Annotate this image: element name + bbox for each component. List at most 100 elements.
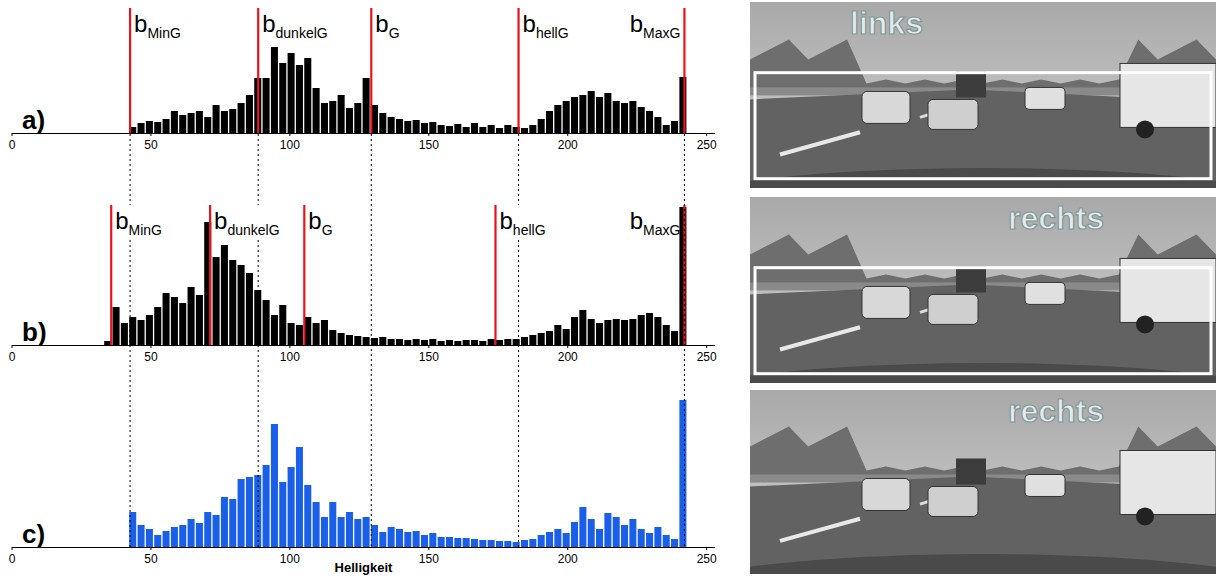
bar (196, 111, 203, 133)
bar (146, 121, 153, 133)
threshold-line (209, 205, 211, 345)
bar (638, 107, 645, 133)
bar (371, 525, 378, 547)
photo (750, 2, 1216, 188)
bar (421, 340, 428, 345)
bar (296, 447, 303, 547)
bar (429, 533, 436, 547)
bar (313, 88, 320, 133)
x-axis-line (12, 547, 715, 548)
panel-label: b) (22, 317, 47, 347)
bar (279, 305, 286, 345)
bar (379, 337, 386, 345)
bar (613, 517, 620, 547)
bar (629, 319, 636, 345)
bar (154, 535, 161, 547)
x-tick-label: 100 (280, 552, 300, 566)
panel: 050100150200250c)Helligkeit (9, 400, 717, 575)
bars (129, 400, 686, 547)
x-tick-label: 0 (9, 552, 16, 566)
threshold-label: bdunkelG (262, 10, 328, 41)
photo (750, 197, 1216, 383)
threshold-line (110, 205, 112, 345)
x-axis-line (12, 133, 715, 134)
car (1025, 282, 1065, 304)
wheel (1136, 315, 1154, 333)
threshold-label-main: b (262, 10, 275, 37)
bar (604, 93, 611, 133)
bar (104, 547, 111, 548)
bar (388, 117, 395, 133)
threshold-label: bhellG (499, 207, 545, 238)
bar (496, 340, 503, 345)
bar (521, 337, 528, 345)
bar (204, 512, 211, 547)
car (862, 478, 910, 510)
threshold-label-main: b (214, 207, 227, 234)
x-tick (428, 547, 429, 550)
panel-label: a) (22, 105, 45, 135)
bar (529, 125, 536, 133)
bar (229, 499, 236, 547)
bar (463, 538, 470, 547)
bar (288, 323, 295, 345)
threshold-label: bMaxG (630, 207, 681, 238)
bar (504, 541, 511, 547)
bar (646, 111, 653, 133)
bar (138, 525, 145, 547)
bar (404, 340, 411, 345)
bar (546, 331, 553, 345)
bar (471, 123, 478, 133)
x-tick (12, 133, 13, 136)
threshold-line (683, 8, 685, 133)
car (1025, 474, 1065, 496)
bar (679, 400, 686, 547)
bar (246, 477, 253, 547)
threshold-projection (258, 134, 259, 547)
threshold-label-main: b (523, 10, 536, 37)
bar (529, 335, 536, 345)
threshold-label-sub: hellG (536, 25, 569, 41)
bar (596, 323, 603, 345)
bar (554, 529, 561, 547)
bar (596, 97, 603, 133)
car (928, 294, 978, 324)
threshold-line (303, 205, 305, 345)
x-tick-label: 200 (558, 552, 578, 566)
bar (171, 297, 178, 345)
x-tick (567, 345, 568, 348)
threshold-label: bG (308, 207, 332, 238)
bar (579, 507, 586, 547)
bar (138, 320, 145, 345)
bar (546, 532, 553, 547)
bar (204, 117, 211, 133)
bar (504, 125, 511, 133)
bar (279, 482, 286, 547)
car (862, 286, 910, 318)
bar (313, 502, 320, 547)
bar (588, 519, 595, 547)
dashboard (750, 554, 1216, 574)
threshold-label-main: b (375, 10, 388, 37)
x-tick-label: 150 (419, 552, 439, 566)
threshold-label-sub: MinG (147, 25, 180, 41)
bar (571, 317, 578, 345)
bar (671, 121, 678, 133)
bar (454, 341, 461, 345)
x-tick (12, 547, 13, 550)
x-tick-label: 100 (280, 138, 300, 152)
bar (288, 53, 295, 133)
bar (171, 111, 178, 133)
bar (663, 535, 670, 547)
bar (429, 122, 436, 133)
lane-marking (780, 519, 860, 541)
bar (354, 103, 361, 133)
car (862, 91, 910, 123)
bars (104, 207, 686, 345)
threshold-label-sub: G (389, 25, 400, 41)
threshold-projection (518, 134, 519, 547)
bar (229, 109, 236, 133)
bar (188, 287, 195, 345)
bar (154, 307, 161, 345)
bar (121, 133, 128, 134)
